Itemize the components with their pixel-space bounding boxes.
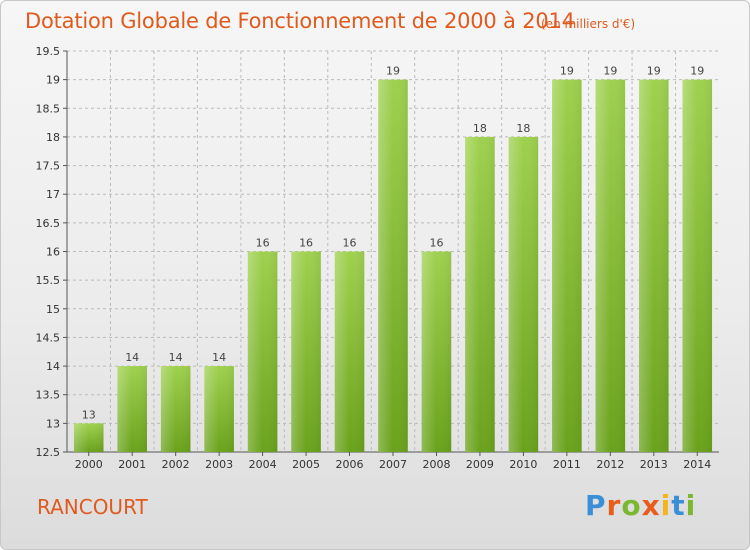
chart-unit: (en milliers d'€) — [541, 17, 636, 31]
bar-highlight — [595, 79, 626, 453]
x-tick-label: 2013 — [640, 458, 668, 471]
logo-letter: i — [660, 489, 672, 522]
bar-value-label: 14 — [125, 351, 139, 364]
y-tick-label: 13 — [46, 417, 60, 430]
bar-value-label: 19 — [386, 65, 400, 78]
bar-value-label: 19 — [647, 65, 661, 78]
bar-highlight — [73, 423, 104, 452]
y-tick-label: 19 — [46, 74, 60, 87]
bar-highlight — [552, 79, 582, 453]
x-tick-label: 2006 — [336, 458, 364, 471]
bar-value-label: 13 — [82, 408, 96, 421]
x-tick-label: 2004 — [249, 458, 277, 471]
x-tick-label: 2014 — [683, 458, 711, 471]
bar-highlight — [421, 251, 452, 452]
x-tick-label: 2009 — [466, 458, 494, 471]
y-tick-label: 14 — [46, 360, 60, 373]
x-tick-label: 2008 — [422, 458, 450, 471]
x-tick-label: 2007 — [379, 458, 407, 471]
x-tick-label: 2001 — [118, 458, 146, 471]
x-tick-label: 2005 — [292, 458, 320, 471]
x-tick-label: 2003 — [205, 458, 233, 471]
label-layer: 13 2000 14 2001 14 2002 14 2003 16 2004 16 2005 16 20… — [75, 65, 712, 471]
bar-value-label: 16 — [343, 237, 357, 250]
bar-highlight — [682, 79, 713, 453]
x-tick-label: 2012 — [596, 458, 624, 471]
logo-letter: P — [585, 489, 607, 522]
bar-value-label: 16 — [256, 237, 270, 250]
x-tick-label: 2011 — [553, 458, 581, 471]
logo-letter: o — [621, 489, 642, 522]
x-tick-label: 2000 — [75, 458, 103, 471]
y-tick-label: 19.5 — [36, 45, 61, 58]
bar-value-label: 18 — [473, 122, 487, 135]
logo-letter: x — [641, 489, 661, 522]
bar-value-label: 16 — [299, 237, 313, 250]
chart-title: Dotation Globale de Fonctionnement de 20… — [25, 9, 575, 33]
bar-highlight — [639, 79, 669, 453]
bar-value-label: 16 — [429, 237, 443, 250]
bar-highlight — [204, 366, 234, 452]
y-tick-label: 16.5 — [36, 217, 61, 230]
y-tick-label: 12.5 — [36, 446, 61, 459]
bar-value-label: 19 — [690, 65, 704, 78]
bar-value-label: 18 — [516, 122, 530, 135]
bar-highlight — [291, 251, 321, 452]
y-tick-label: 18.5 — [36, 102, 61, 115]
y-tick-label: 16 — [46, 246, 60, 259]
y-tick-label: 14.5 — [36, 331, 61, 344]
logo-letter: i — [685, 489, 697, 522]
bar-highlight — [378, 79, 408, 453]
y-tick-label: 18 — [46, 131, 60, 144]
y-tick-label: 15 — [46, 303, 60, 316]
axis-layer: 12.5 13 13.5 14 14.5 15 15.5 16 16.5 17 17.5 18 18.5… — [36, 45, 719, 459]
bar-layer — [73, 79, 713, 453]
logo-letter: t — [671, 489, 686, 522]
x-tick-label: 2002 — [162, 458, 190, 471]
proxiti-logo: Proxiti — [585, 489, 696, 522]
bar-highlight — [160, 366, 191, 452]
bar-highlight — [247, 251, 278, 452]
bar-highlight — [465, 136, 495, 452]
y-tick-label: 13.5 — [36, 389, 61, 402]
y-tick-label: 15.5 — [36, 274, 61, 287]
commune-name: RANCOURT — [37, 495, 148, 519]
y-tick-label: 17.5 — [36, 160, 61, 173]
x-tick-label: 2010 — [509, 458, 537, 471]
bar-value-label: 19 — [603, 65, 617, 78]
bar-highlight — [334, 251, 365, 452]
y-tick-label: 17 — [46, 188, 60, 201]
logo-letter: r — [606, 489, 622, 522]
bar-value-label: 14 — [169, 351, 183, 364]
bar-highlight — [508, 136, 539, 452]
bar-highlight — [117, 366, 147, 452]
bar-value-label: 14 — [212, 351, 226, 364]
bar-value-label: 19 — [560, 65, 574, 78]
